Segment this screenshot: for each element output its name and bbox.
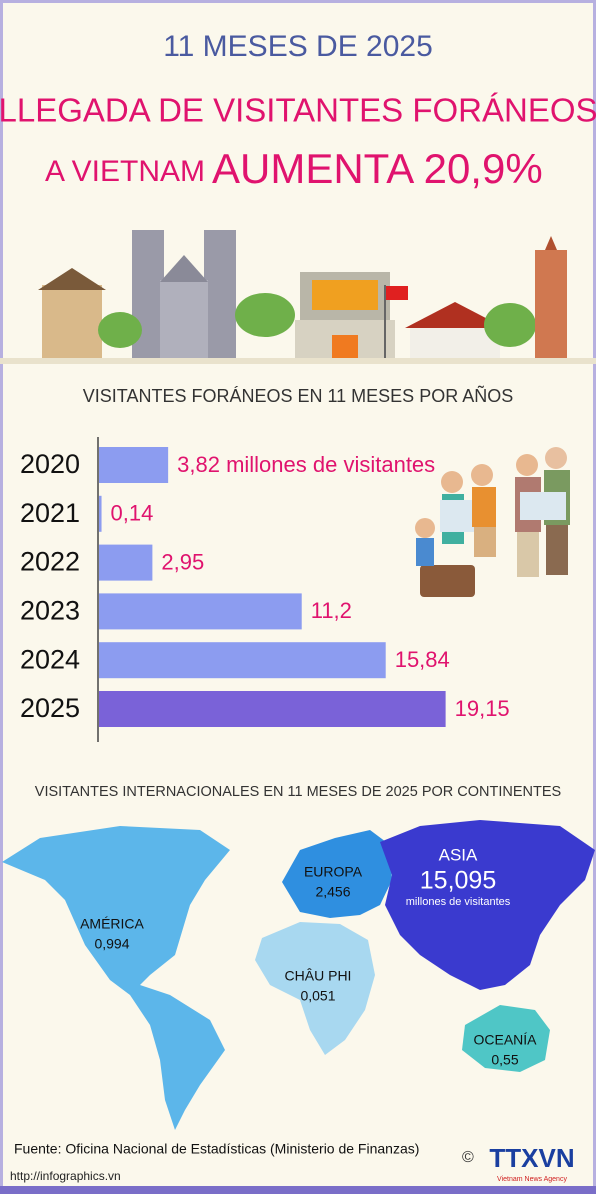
logo-subtitle: Vietnam News Agency — [497, 1176, 567, 1183]
region-value: 0,051 — [300, 988, 335, 1004]
bar — [99, 447, 169, 483]
map-labels: AMÉRICA 0,994 EUROPA 2,456 ASIA 15,095millone… — [80, 845, 537, 1067]
region-europe — [282, 830, 392, 918]
region-oceania — [462, 1005, 550, 1072]
source: Fuente: Oficina Nacional de Estadísticas… — [14, 1141, 419, 1157]
region-africa — [255, 922, 375, 1055]
category-label: 2022 — [20, 547, 80, 577]
category-label: 2023 — [20, 596, 80, 626]
skyline — [0, 230, 596, 364]
category-label: 2024 — [20, 644, 80, 674]
title-highlight: AUMENTA 20,9% — [212, 145, 543, 192]
region-value: 0,55 — [491, 1052, 518, 1068]
bar — [99, 544, 153, 581]
category-label: 2020 — [20, 449, 80, 479]
value-label: 2,95 — [161, 549, 204, 574]
kicker: 11 MESES DE 2025 — [163, 30, 433, 63]
region-america — [2, 826, 230, 1130]
bar — [99, 495, 102, 532]
category-label: 2025 — [20, 693, 80, 723]
copyright-symbol: © — [462, 1149, 474, 1166]
region-name: AMÉRICA — [80, 916, 144, 932]
value-label: 15,84 — [395, 647, 450, 672]
chart-title: VISITANTES FORÁNEOS EN 11 MESES POR AÑOS — [83, 385, 513, 406]
region-value: 2,456 — [315, 884, 350, 900]
bar — [99, 642, 386, 679]
travelers-illustration — [415, 447, 570, 597]
title: A VIETNAM — [45, 155, 205, 188]
value-label: 19,15 — [455, 696, 510, 721]
region-name: CHÂU PHI — [285, 968, 352, 984]
region-name: ASIA — [439, 845, 478, 864]
bar — [99, 593, 302, 630]
region-name: OCEANÍA — [473, 1032, 537, 1048]
logo: TTXVN — [489, 1143, 574, 1173]
region-unit: millones de visitantes — [406, 896, 511, 908]
map-title: VISITANTES INTERNACIONALES EN 11 MESES D… — [35, 784, 561, 800]
bar-chart: 2020 3,82 millones de visitantes 2021 0,14 2… — [20, 447, 510, 727]
title: LLEGADA DE VISITANTES FORÁNEOS — [0, 92, 596, 129]
region-value: 0,994 — [94, 936, 129, 952]
footer-bar — [0, 1186, 596, 1194]
region-name: EUROPA — [304, 864, 363, 880]
region-asia — [380, 820, 595, 990]
value-label: 3,82 millones de visitantes — [177, 452, 435, 477]
world-map — [2, 820, 595, 1130]
url: http://infographics.vn — [10, 1169, 121, 1183]
category-label: 2021 — [20, 498, 80, 528]
value-label: 11,2 — [311, 598, 352, 623]
bar — [99, 691, 446, 727]
region-value: 15,095 — [420, 867, 496, 895]
value-label: 0,14 — [111, 501, 154, 526]
